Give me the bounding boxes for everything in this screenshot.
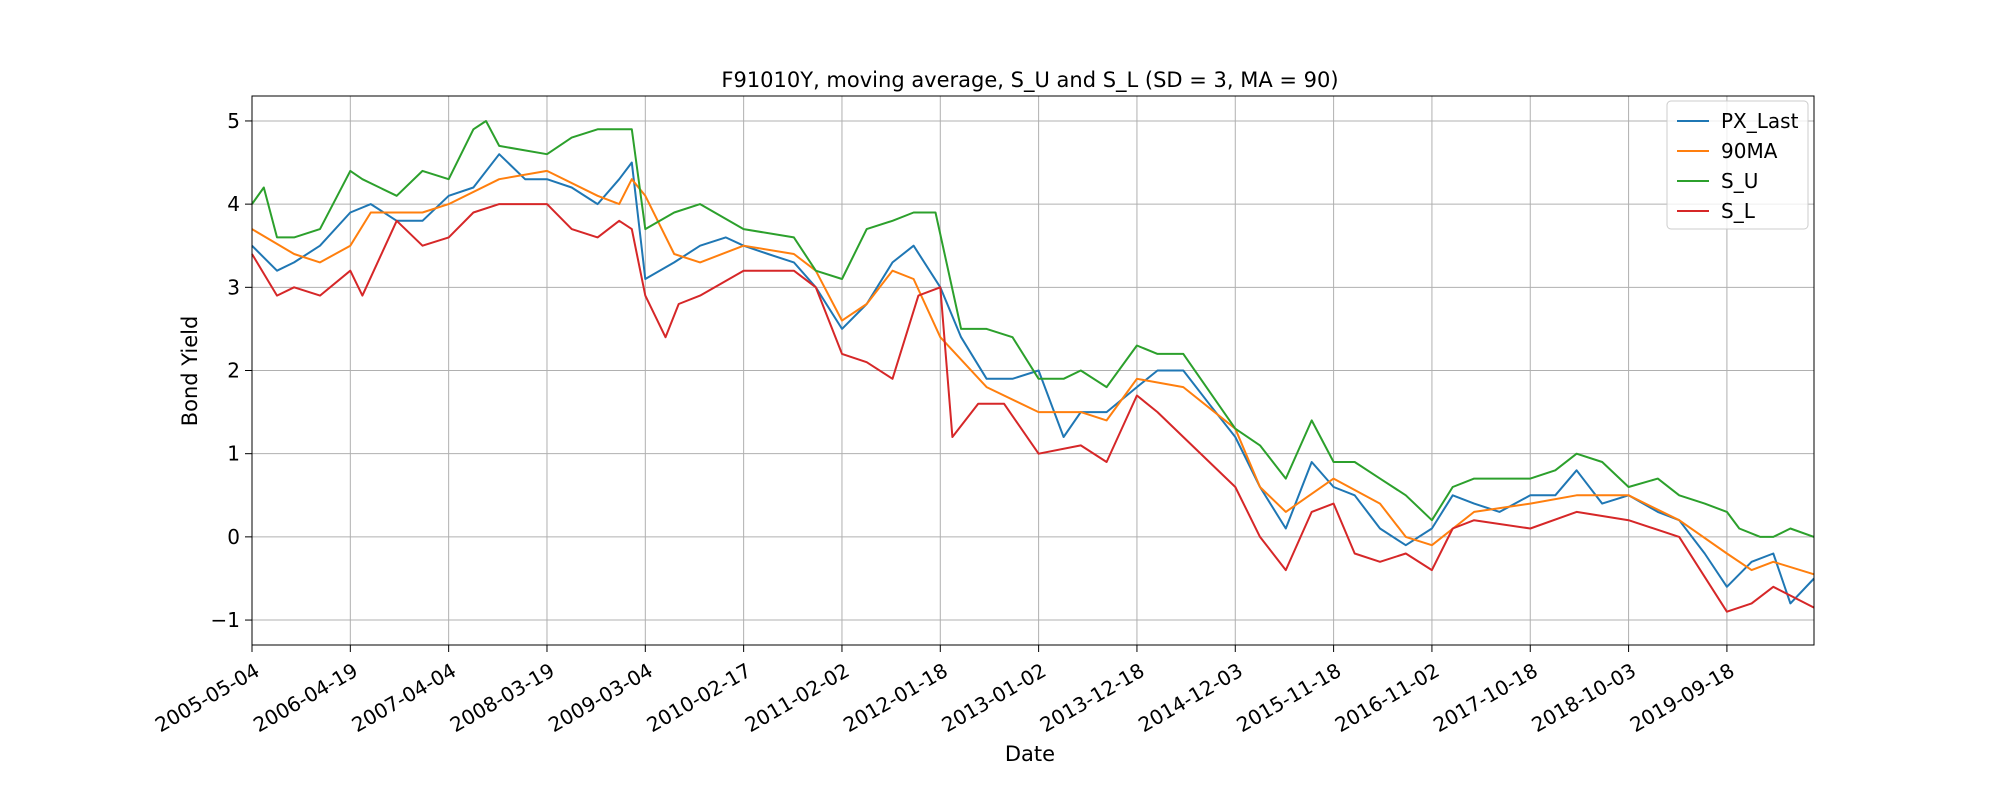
series-line-s-u (251, 120, 1815, 538)
legend: PX_Last 90MA S_U S_L (1666, 100, 1809, 230)
y-tick-label: 0 (227, 525, 240, 549)
grid (251, 96, 1814, 645)
legend-label: S_U (1721, 169, 1758, 193)
y-tick-label: 3 (227, 275, 240, 299)
series-layer (251, 120, 1815, 613)
y-axis-label: Bond Yield (178, 316, 202, 427)
y-tick-label: −1 (211, 608, 240, 632)
chart-title: F91010Y, moving average, S_U and S_L (SD… (721, 68, 1338, 93)
series-line-s-l (251, 203, 1815, 613)
x-axis-label: Date (1005, 742, 1055, 766)
y-tick-label: 1 (227, 442, 240, 466)
y-tick-label: 4 (227, 192, 240, 216)
series-line-90ma (251, 169, 1815, 576)
legend-label: S_L (1721, 199, 1756, 223)
y-tick-label: 2 (227, 359, 240, 383)
y-tick-label: 5 (227, 109, 240, 133)
legend-label: 90MA (1721, 139, 1778, 163)
legend-box (1666, 100, 1809, 230)
legend-label: PX_Last (1721, 109, 1799, 133)
